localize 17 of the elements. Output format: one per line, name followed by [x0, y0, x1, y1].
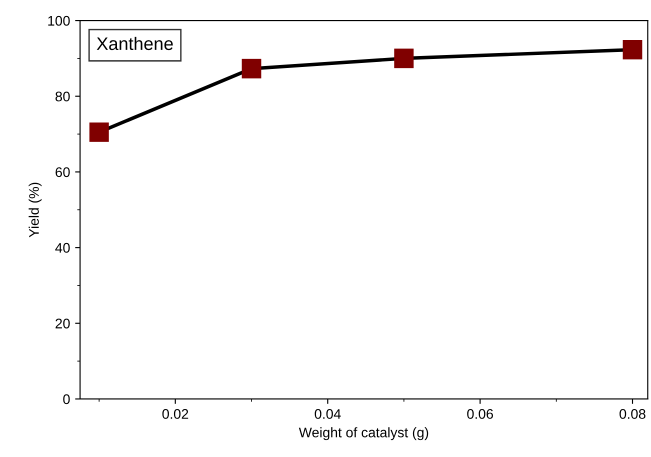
- x-tick-label: 0.02: [162, 409, 188, 419]
- point: [242, 58, 262, 78]
- y-tick-label: 40: [55, 242, 70, 253]
- point: [622, 40, 642, 60]
- x-tick-label: 0.06: [467, 409, 494, 419]
- y-tick-label: 100: [48, 16, 70, 26]
- y-tick-label: 80: [56, 92, 70, 102]
- y-tick-label: 0: [63, 394, 70, 404]
- point: [89, 122, 109, 142]
- x-tick-label: 0.08: [620, 409, 646, 419]
- y-tick-label: 20: [56, 318, 70, 328]
- point: [394, 48, 414, 68]
- text: Xanthene: [96, 36, 173, 50]
- y-axis-title: Yield (%): [28, 182, 42, 238]
- x-tick-label: 0.04: [314, 409, 341, 419]
- x-axis-title: Weight of catalyst (g): [298, 427, 428, 440]
- y-tick-label: 60: [56, 167, 70, 178]
